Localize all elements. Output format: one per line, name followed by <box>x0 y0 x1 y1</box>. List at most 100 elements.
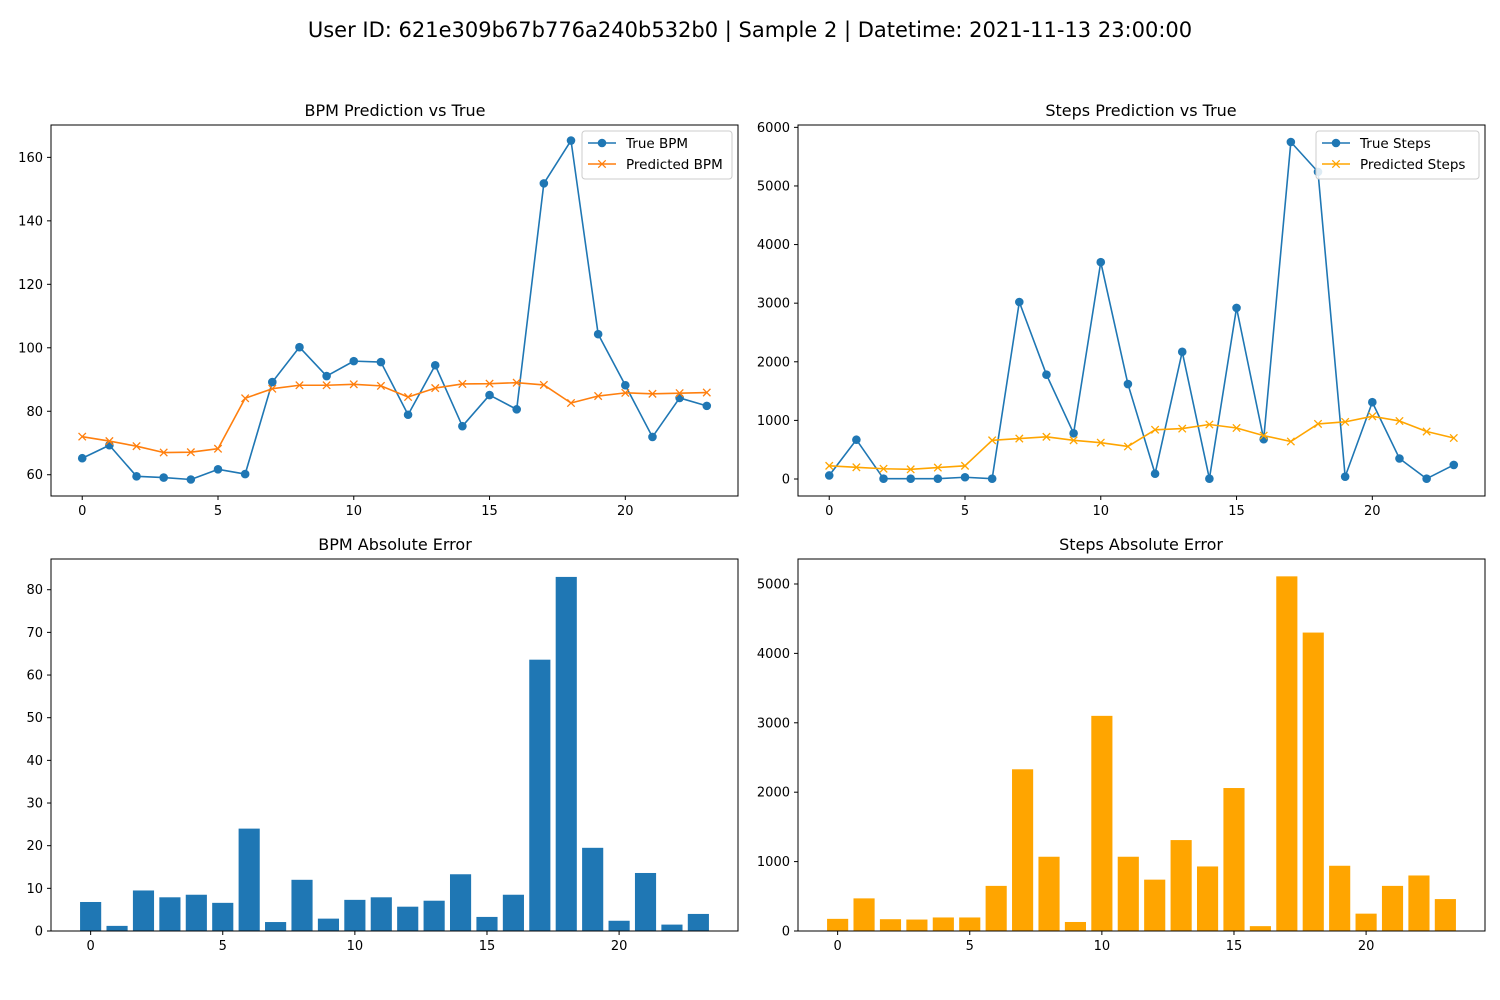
bpm-error-x-tick-label: 0 <box>86 939 94 954</box>
steps-line-y-tick-label: 5000 <box>757 179 790 194</box>
steps-error-y-tick-label: 0 <box>782 925 790 940</box>
steps-error-x-tick-label: 0 <box>833 939 841 954</box>
steps-line-y-tick-label: 3000 <box>757 297 790 312</box>
steps-error-x-tick-label: 10 <box>1094 939 1111 954</box>
steps-line-series-2-point <box>1042 432 1051 441</box>
steps-line-series-1-point <box>1205 474 1214 484</box>
steps-error-y-tick-label: 4000 <box>757 647 790 662</box>
bpm-line-series-2-point <box>268 384 277 393</box>
steps-line-series-2-point <box>1178 424 1187 433</box>
steps-line-series-1-point <box>906 474 915 484</box>
steps-error-x-tick-label: 20 <box>1358 939 1375 954</box>
steps-error-bar <box>827 918 849 931</box>
steps-line-series-1-point <box>960 472 970 482</box>
steps-line-series-1-point <box>1422 474 1431 484</box>
bpm-error-bar-chart: BPM Absolute Error 0 5 10 15 20 0 10 20 30 40 50 60… <box>26 535 739 954</box>
bpm-line-series-1-point <box>77 453 87 463</box>
steps-line-series-1-point <box>824 471 834 480</box>
steps-line-series-2-line <box>829 415 1454 471</box>
steps-line-series-2-point <box>1368 412 1377 421</box>
steps-line-series-1-point <box>1042 370 1051 379</box>
steps-error-y-tick-label: 2000 <box>757 786 790 801</box>
steps-error-bar <box>879 919 902 931</box>
bpm-line-series-1-point <box>593 329 603 339</box>
bpm-line-series-1-point <box>539 179 549 188</box>
steps-error-y-tick-label: 5000 <box>757 577 790 592</box>
bpm-line-legend-marker <box>597 138 607 148</box>
bpm-line-series-2-point <box>648 389 657 398</box>
bpm-line-series-2-point <box>322 381 331 390</box>
steps-line-series-2-point <box>879 464 888 473</box>
steps-line-series-1-point <box>1232 303 1241 313</box>
bpm-line-series-1-point <box>512 405 521 414</box>
steps-error-bar <box>1012 769 1034 931</box>
steps-error-bar <box>1434 899 1456 931</box>
steps-line-legend <box>1315 130 1480 180</box>
bpm-error-bar <box>476 916 498 931</box>
bpm-line-series-2-point <box>675 389 684 398</box>
bpm-error-bar <box>80 901 102 931</box>
steps-line-series-1-point <box>879 474 888 484</box>
steps-error-bar-chart: Steps Absolute Error 0 5 10 15 20 0 1000 2000 30… <box>757 535 1486 954</box>
bpm-error-bar <box>608 920 630 931</box>
steps-line-legend-label: Predicted Steps <box>1360 157 1465 173</box>
bpm-line-series-2-point <box>213 444 223 453</box>
bpm-line-series-1-point <box>702 401 712 411</box>
bpm-error-bar <box>344 899 366 931</box>
steps-line-series-1-point <box>1340 472 1350 481</box>
steps-error-bar <box>1064 921 1087 931</box>
steps-line-series-1-point <box>1368 397 1377 407</box>
bpm-line-series-1-point <box>213 465 223 474</box>
bpm-error-y-tick-label: 70 <box>26 626 43 641</box>
bpm-line-series-1-point <box>186 475 196 484</box>
bpm-line-series-1-point <box>322 371 331 381</box>
steps-error-bar <box>1408 875 1430 931</box>
bpm-error-bar <box>291 879 313 931</box>
steps-line-series-1-point <box>1395 454 1404 463</box>
bpm-line-series-1-point <box>485 390 494 400</box>
steps-line-y-tick-label: 0 <box>782 473 790 488</box>
steps-error-bar <box>1196 866 1219 931</box>
bpm-error-bar <box>634 872 657 931</box>
steps-line-series-2-point <box>987 436 997 445</box>
bpm-line-series-1-point <box>132 472 141 481</box>
steps-line-series-2-point <box>1259 431 1268 440</box>
bpm-error-y-tick-label: 60 <box>26 669 43 684</box>
bpm-error-bar <box>423 900 445 931</box>
steps-line-series-1-point <box>1096 257 1106 267</box>
steps-line-series-2-point <box>960 461 970 470</box>
bpm-error-bar <box>661 924 683 931</box>
bpm-line-series-1-point <box>403 410 413 420</box>
bpm-line-series-2-point <box>621 388 630 398</box>
bpm-line-y-tick-label: 120 <box>18 278 43 293</box>
bpm-error-bar <box>687 913 709 931</box>
bpm-line-series-1-point <box>566 136 576 145</box>
steps-line-legend-label: True Steps <box>1359 136 1431 152</box>
bpm-line-series-1-point <box>621 380 630 390</box>
bpm-error-bar <box>502 894 524 931</box>
bpm-line-legend <box>581 130 733 180</box>
bpm-line-x-tick-label: 5 <box>214 504 222 519</box>
bpm-line-legend-label: Predicted BPM <box>626 157 723 173</box>
steps-line-series-2-point <box>1449 433 1458 443</box>
steps-line-series-1-point <box>1150 469 1160 479</box>
bpm-line-series-1-point <box>349 356 359 366</box>
steps-error-bar <box>1329 865 1351 931</box>
bpm-line-series-1-point <box>295 342 304 352</box>
bpm-error-x-tick-label: 20 <box>611 939 628 954</box>
steps-line-series-2-point <box>825 461 834 470</box>
bpm-error-bar <box>529 659 551 931</box>
bpm-line-series-2-point <box>78 432 87 441</box>
bpm-error-x-tick-label: 5 <box>219 939 227 954</box>
steps-line-x-tick-label: 10 <box>1092 504 1109 519</box>
steps-line-x-tick-label: 5 <box>961 504 969 519</box>
steps-line-series-1-point <box>1286 137 1296 147</box>
bpm-line-series-1-point <box>240 469 250 479</box>
bpm-line-series-2-point <box>240 394 250 403</box>
bpm-line-series-2-line <box>82 381 707 454</box>
steps-error-bar <box>1276 576 1298 931</box>
bpm-line-y-tick-label: 80 <box>26 405 43 420</box>
bpm-line-y-tick-label: 60 <box>26 468 43 483</box>
